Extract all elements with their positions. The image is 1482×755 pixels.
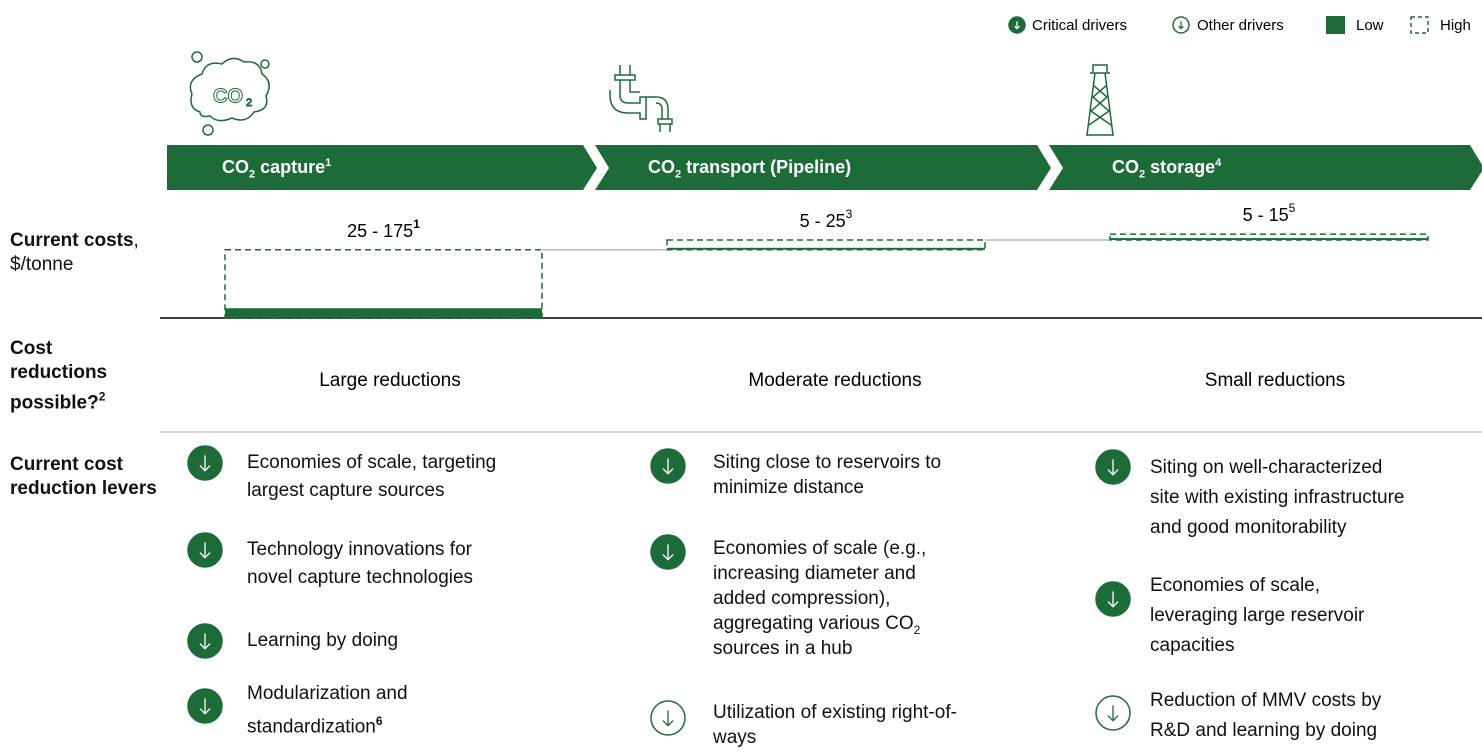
cloud-icon: CO 2 <box>189 51 270 136</box>
lever-line: R&D and learning by doing <box>1150 720 1378 741</box>
arrow <box>1014 21 1020 30</box>
lever-line: Siting close to reservoirs to <box>713 452 942 473</box>
lever-text: standardization <box>247 716 376 738</box>
lever-line: ways <box>713 727 757 748</box>
lever-line: sources in a hub <box>713 638 853 659</box>
row-label-sup: 2 <box>98 390 106 404</box>
lever-line: Economies of scale, <box>1150 575 1321 596</box>
reduction-label: Small reductions <box>1205 370 1345 391</box>
legend-label: Critical drivers <box>1032 17 1127 34</box>
stage-arrow <box>595 145 1051 190</box>
arrow <box>199 542 211 559</box>
stage-arrow <box>167 145 597 190</box>
lever-line: Technology innovations for <box>247 539 472 560</box>
row-label: Cost reductions possible?2 <box>10 337 140 415</box>
stage-title-text: storage <box>1145 157 1216 177</box>
cost-label: 25 - 1751 <box>347 217 420 241</box>
arrow <box>1107 705 1119 722</box>
row-label-bold: Current costs <box>10 230 134 251</box>
stage-title: CO2 capture1 <box>222 157 331 181</box>
high-bar <box>666 239 986 251</box>
lever-line: largest capture sources <box>247 480 445 501</box>
arrow <box>662 710 674 727</box>
lever-line: standardization6 <box>247 709 383 739</box>
lever-line: and good monitorability <box>1150 517 1347 538</box>
lever-sup: 6 <box>375 714 383 728</box>
lever-line: Siting on well-characterized <box>1150 457 1383 478</box>
stage-arrow <box>1049 145 1482 190</box>
rig-icon <box>1086 64 1114 136</box>
lever-text: aggregating various CO <box>713 613 914 634</box>
cost-label: 5 - 253 <box>800 207 853 231</box>
lever-line: Learning by doing <box>247 630 399 651</box>
legend-low <box>1326 16 1345 34</box>
lever-line: Reduction of MMV costs by <box>1150 690 1382 711</box>
low-bar <box>1110 238 1428 240</box>
stage-title-sub: 2 <box>675 168 682 181</box>
lever-line: minimize distance <box>713 477 864 498</box>
svg-text:CO: CO <box>213 85 243 107</box>
stage-title-sup: 1 <box>325 157 332 169</box>
lever-line: increasing diameter and <box>713 563 916 584</box>
row-label-bold: Current cost reduction levers <box>10 454 157 499</box>
cost-label-text: 5 - 25 <box>800 211 846 231</box>
legend-label: Other drivers <box>1197 17 1284 34</box>
row-label-bold: Cost reductions possible? <box>10 338 108 414</box>
cost-label-sup: 1 <box>413 217 420 231</box>
stage-title-text: CO <box>648 157 675 177</box>
stage-title: CO2 storage4 <box>1112 157 1221 181</box>
lever-line: novel capture technologies <box>247 567 474 588</box>
lever-line: Modularization and <box>247 683 408 704</box>
cost-label-sup: 3 <box>846 207 853 221</box>
legend-label: Low <box>1356 17 1384 34</box>
reduction-label: Moderate reductions <box>748 370 921 391</box>
arrow <box>199 455 211 472</box>
arrow <box>199 698 211 715</box>
lever-sub: 2 <box>913 622 921 637</box>
arrow <box>199 633 211 650</box>
stage-title-text: CO <box>222 157 249 177</box>
stage-title-text: CO <box>1112 157 1139 177</box>
arrow <box>1178 21 1184 30</box>
lever-line: Utilization of existing right-of- <box>713 702 957 723</box>
reduction-label: Large reductions <box>319 370 461 391</box>
low-bar <box>225 308 542 318</box>
row-label: Current cost reduction levers <box>10 453 160 501</box>
legend-label: High <box>1440 17 1471 34</box>
stage-title-sub: 2 <box>249 168 256 181</box>
stage-title-text: capture <box>255 157 326 177</box>
lever-line: leveraging large reservoir <box>1150 605 1365 626</box>
stage-title-text: transport (Pipeline) <box>681 157 852 177</box>
cost-label-text: 5 - 15 <box>1243 205 1289 225</box>
lever-line: Economies of scale, targeting <box>247 452 497 473</box>
row-label-rest: , $/tonne <box>10 230 139 275</box>
svg-text:2: 2 <box>246 97 252 109</box>
lever-line: capacities <box>1150 635 1235 656</box>
lever-line: site with existing infrastructure <box>1150 487 1405 508</box>
low-bar <box>667 247 985 250</box>
arrow <box>1107 591 1119 608</box>
lever-line: Economies of scale (e.g., <box>713 538 927 559</box>
cost-label: 5 - 155 <box>1243 201 1296 225</box>
lever-line: aggregating various CO2 <box>713 611 920 643</box>
legend-high <box>1410 16 1429 34</box>
stage-title-sub: 2 <box>1139 168 1146 181</box>
pipe-icon <box>609 65 673 132</box>
high-bar <box>224 249 543 319</box>
lever-line: added compression), <box>713 588 891 609</box>
cost-label-sup: 5 <box>1289 201 1296 215</box>
row-label: Current costs, $/tonne <box>10 229 160 277</box>
cost-label-text: 25 - 175 <box>347 221 413 241</box>
stage-title: CO2 transport (Pipeline) <box>648 157 851 181</box>
arrow <box>1107 459 1119 476</box>
stage-title-sup: 4 <box>1215 157 1222 169</box>
arrow <box>662 544 674 561</box>
arrow <box>662 458 674 475</box>
